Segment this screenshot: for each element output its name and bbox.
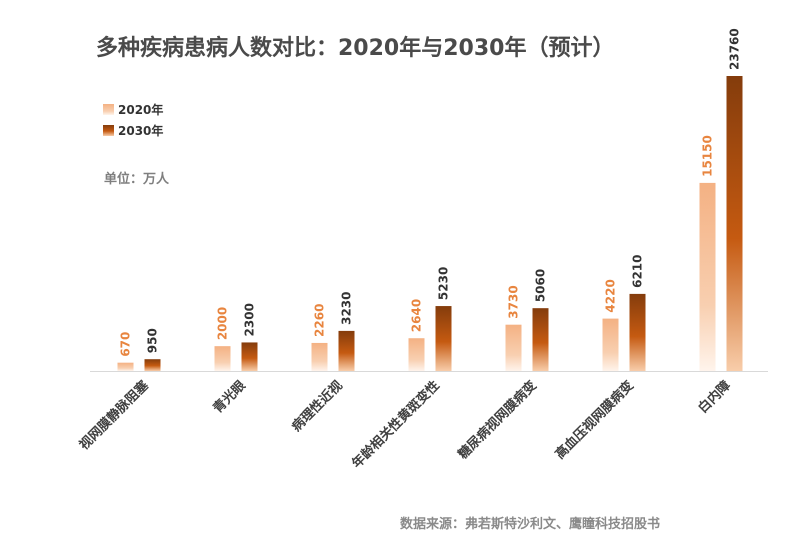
bar-2030-5: [629, 293, 646, 371]
value-label-2020-3: 2640: [410, 299, 424, 332]
bar-2020-5: [602, 318, 619, 371]
value-label-2030-4: 5060: [534, 269, 548, 302]
value-label-2020-0: 670: [119, 332, 133, 357]
value-label-2030-6: 23760: [728, 28, 742, 70]
value-label-2020-5: 4220: [604, 279, 618, 312]
bar-2020-1: [214, 346, 231, 371]
category-label-4: 糖尿病视网膜病变: [455, 378, 540, 463]
legend: 2020年 2030年: [103, 102, 163, 138]
bar-2020-6: [699, 182, 716, 371]
value-label-2030-1: 2300: [243, 303, 257, 336]
value-label-2020-2: 2260: [313, 304, 327, 337]
value-label-2030-5: 6210: [631, 254, 645, 287]
bar-2020-3: [408, 338, 425, 371]
bar-2030-2: [338, 330, 355, 371]
chart-title: 多种疾病患病人数对比：2020年与2030年（预计）: [96, 35, 614, 61]
value-labels-layer: 670 950 2000 2300 2260 3230 2640 5230 3730 5060 42…: [119, 28, 742, 356]
legend-swatch-2030: [103, 125, 114, 136]
bar-2020-0: [117, 362, 134, 371]
value-label-2020-4: 3730: [507, 285, 521, 318]
category-label-3: 年龄相关性黄斑变性: [349, 378, 443, 472]
category-labels-layer: 视网膜静脉阻塞 青光眼 病理性近视 年龄相关性黄斑变性 糖尿病视网膜病变 高血压视网膜病变…: [76, 377, 734, 472]
category-label-1: 青光眼: [210, 377, 250, 417]
legend-label-2030: 2030年: [118, 123, 163, 138]
bar-2030-4: [532, 308, 549, 371]
value-label-2020-6: 15150: [701, 135, 715, 177]
bar-2030-3: [435, 306, 452, 371]
value-label-2020-1: 2000: [216, 307, 230, 340]
value-label-2030-0: 950: [146, 328, 160, 353]
legend-swatch-2020: [103, 104, 114, 115]
bars-layer: [117, 76, 743, 371]
bar-2030-1: [241, 342, 258, 371]
legend-label-2020: 2020年: [118, 102, 163, 117]
bar-2030-0: [144, 359, 161, 371]
category-label-6: 白内障: [695, 378, 734, 417]
category-label-2: 病理性近视: [289, 378, 346, 435]
unit-label: 单位：万人: [104, 171, 170, 187]
bar-2020-4: [505, 324, 522, 371]
value-label-2030-3: 5230: [437, 267, 451, 300]
bar-2020-2: [311, 342, 328, 371]
bar-2030-6: [726, 76, 743, 371]
category-label-5: 高血压视网膜病变: [552, 378, 637, 463]
value-label-2030-2: 3230: [340, 291, 354, 324]
source-note: 数据来源：弗若斯特沙利文、鹰瞳科技招股书: [400, 516, 660, 532]
category-label-0: 视网膜静脉阻塞: [76, 377, 152, 453]
